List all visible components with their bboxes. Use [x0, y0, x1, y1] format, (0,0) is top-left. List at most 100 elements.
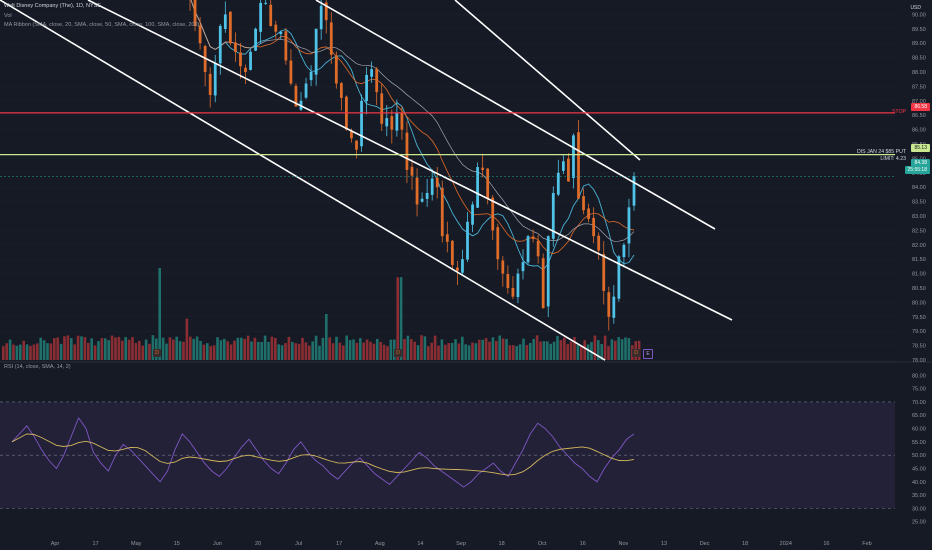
volume-bar — [284, 343, 287, 360]
event-marker-e[interactable]: E — [643, 349, 653, 359]
candle-body — [385, 118, 389, 127]
volume-bar — [590, 341, 593, 360]
rsi-tick-label: 40.00 — [912, 480, 926, 486]
candle-body — [400, 113, 404, 130]
volume-bar — [267, 342, 270, 360]
volume-bar — [627, 338, 631, 360]
price-tick-label: 89.50 — [912, 27, 926, 33]
volume-bar — [352, 339, 355, 360]
candle-body — [254, 28, 257, 51]
rsi-tick-label: 65.00 — [912, 413, 926, 419]
volume-bar — [63, 336, 66, 360]
volume-bar — [172, 339, 175, 360]
volume-bar — [563, 337, 566, 360]
candle-body — [491, 197, 495, 231]
candle-body — [536, 240, 540, 257]
price-tick-label: 81.50 — [912, 257, 926, 263]
volume-bar — [90, 338, 93, 360]
volume-bar — [178, 341, 182, 360]
volume-legend[interactable]: Vol — [4, 13, 12, 19]
volume-bar — [580, 346, 583, 360]
volume-bar — [600, 343, 603, 360]
time-tick-label: 13 — [661, 541, 667, 547]
volume-bar — [87, 342, 90, 360]
volume-bar — [403, 339, 406, 360]
candle-body — [516, 273, 520, 298]
volume-bar — [614, 340, 617, 360]
candle-body — [476, 167, 479, 208]
rsi-axis[interactable]: 80.00 75.00 70.00 65.00 60.00 55.00 50.00 45.00… — [912, 373, 926, 525]
trend-line — [87, 0, 733, 321]
volume-bar — [127, 339, 131, 360]
stop-annotation: STOP — [891, 109, 906, 115]
volume-bar — [206, 343, 209, 360]
ma-ribbon-legend[interactable]: MA Ribbon (SMA, close, 20, SMA, close, 5… — [4, 22, 200, 28]
volume-bar — [270, 336, 274, 360]
moving-average-line — [190, 0, 635, 255]
price-tick-label: 84.00 — [912, 185, 926, 191]
volume-bar — [365, 339, 369, 360]
volume-bar — [66, 335, 70, 360]
volume-bar — [291, 341, 294, 360]
volume-bar — [185, 318, 189, 360]
volume-bar — [314, 335, 318, 360]
volume-bar — [192, 338, 195, 360]
volume-bar — [199, 340, 202, 360]
volume-bar — [610, 339, 614, 360]
rsi-legend[interactable]: RSI (14, close, SMA, 14, 2) — [4, 364, 71, 370]
candle-body — [324, 2, 328, 21]
volume-bar — [450, 342, 454, 360]
volume-bar — [15, 345, 19, 360]
candle-body — [541, 258, 545, 309]
volume-bar — [430, 342, 433, 360]
volume-bar — [311, 341, 314, 360]
time-tick-label: Apr — [51, 541, 60, 547]
time-axis[interactable]: Apr 17 May 15 Jun 20 Jul 17 Aug 14 Sep 18 Oct 16 Nov 13… — [51, 541, 872, 547]
price-tick-label: 90.00 — [912, 12, 926, 18]
volume-bar — [535, 335, 539, 360]
volume-bar — [250, 341, 253, 360]
volume-bar — [467, 345, 471, 360]
trend-lines[interactable] — [0, 0, 733, 361]
volume-bar — [355, 342, 359, 360]
rsi-tick-label: 50.00 — [912, 453, 926, 459]
volume-bar — [566, 344, 569, 360]
volume-bar — [505, 338, 508, 360]
event-marker-d[interactable]: D — [153, 349, 161, 357]
candle-body — [440, 187, 444, 237]
currency-label[interactable]: USD — [910, 5, 921, 11]
time-tick-label: Nov — [619, 541, 629, 547]
trend-line — [0, 0, 606, 361]
volume-bar — [348, 340, 352, 360]
volume-bar — [413, 341, 416, 360]
price-tick-label: 83.00 — [912, 214, 926, 220]
candle-body — [380, 93, 384, 124]
volume-bar — [110, 335, 114, 360]
volume-bar — [19, 344, 22, 360]
volume-bar — [12, 344, 15, 360]
volume-bar — [195, 336, 199, 360]
rsi-tick-label: 75.00 — [912, 387, 926, 393]
event-marker-d[interactable]: D — [394, 349, 402, 357]
time-tick-label: Feb — [862, 541, 871, 547]
candle-body — [329, 22, 333, 55]
volume-bar — [542, 341, 546, 360]
symbol-title[interactable]: Walt Disney Company (The), 1D, NYSE — [4, 3, 101, 9]
volume-bar — [216, 337, 219, 360]
volume-bar — [168, 337, 172, 360]
volume-bar — [539, 341, 542, 360]
volume-bar — [607, 346, 610, 360]
volume-bar — [529, 343, 532, 360]
candlestick-series — [189, 0, 636, 331]
volume-bar — [42, 340, 46, 360]
volume-bar — [603, 335, 607, 360]
volume-bar — [447, 343, 450, 360]
candle-body — [274, 24, 278, 32]
event-marker-d[interactable]: D — [632, 349, 640, 357]
candle-body — [632, 176, 636, 206]
horizontal-levels[interactable] — [0, 112, 895, 177]
volume-bar — [464, 344, 467, 360]
candle-body — [461, 259, 464, 273]
candle-body — [561, 161, 565, 171]
